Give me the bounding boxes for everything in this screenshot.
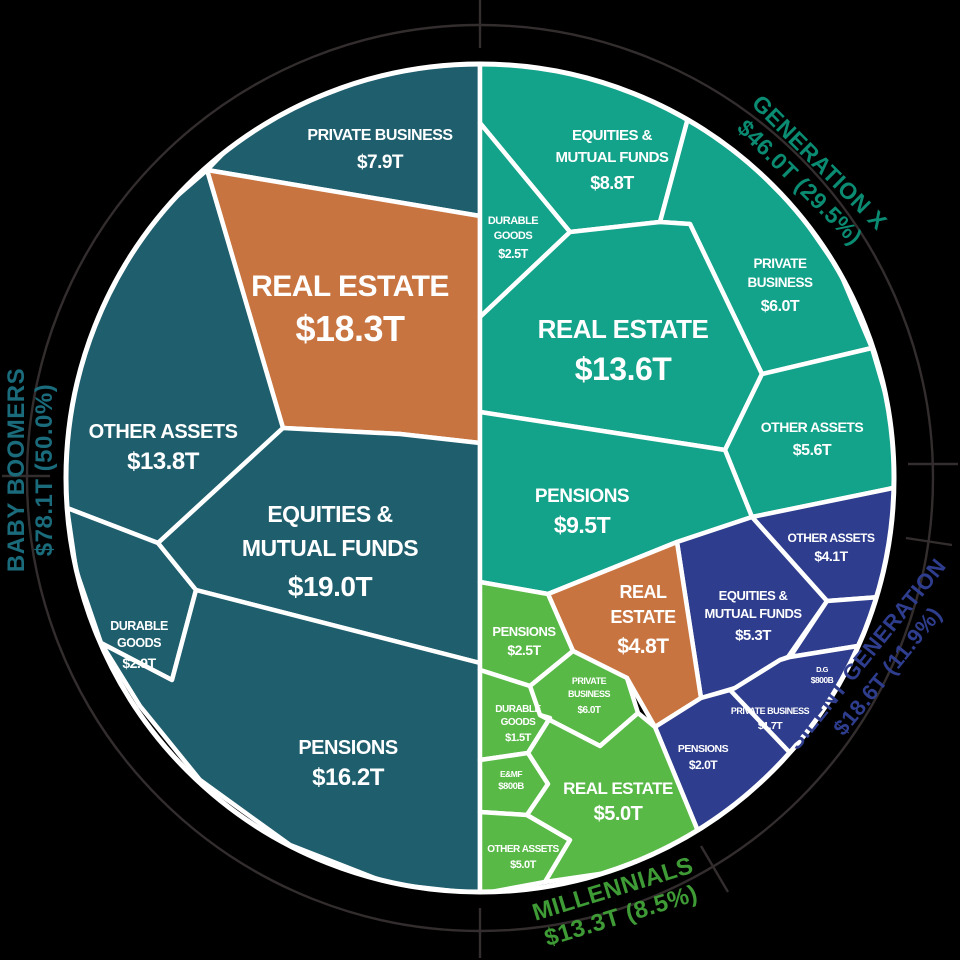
- label-millennials-private-business: PRIVATE BUSINESS $6.0T: [568, 676, 611, 716]
- label-baby-boomers-private-business: PRIVATE BUSINESS $7.9T: [307, 127, 453, 173]
- label-baby-boomers-durable-goods: DURABLE GOODS $2.9T: [110, 619, 168, 671]
- label-generation-x-pensions: PENSIONS $9.5T: [535, 486, 629, 538]
- label-silent-generation-other-assets: OTHER ASSETS $4.1T: [788, 531, 875, 564]
- label-baby-boomers-other-assets: OTHER ASSETS $13.8T: [89, 421, 238, 475]
- label-millennials-durable-goods: DURABLE GOODS $1.5T: [495, 704, 541, 744]
- label-baby-boomers-pensions: PENSIONS $16.2T: [298, 737, 398, 791]
- svg-text:BABY BOOMERS$78.1T (50.0%): BABY BOOMERS$78.1T (50.0%): [3, 368, 58, 572]
- label-silent-generation-durable-goods: D.G $800B: [811, 665, 834, 685]
- label-millennials-real-estate: REAL ESTATE $5.0T: [563, 779, 673, 825]
- dial-tick-genx-silent: [905, 536, 953, 547]
- generation-label-baby-boomers: BABY BOOMERS$78.1T (50.0%): [3, 368, 58, 572]
- label-silent-generation-private-business: PRIVATE BUSINESS $1.7T: [731, 706, 810, 732]
- label-millennials-other-assets: OTHER ASSETS $5.0T: [487, 844, 559, 871]
- label-silent-generation-pensions: PENSIONS $2.0T: [678, 743, 729, 772]
- label-silent-generation-real-estate: REAL ESTATE $4.8T: [610, 582, 676, 658]
- label-generation-x-other-assets: OTHER ASSETS $5.6T: [761, 419, 864, 459]
- label-generation-x-real-estate: REAL ESTATE $13.6T: [538, 314, 709, 387]
- circle-rim: [63, 61, 897, 895]
- label-millennials-pensions: PENSIONS $2.5T: [492, 624, 556, 658]
- label-generation-x-equities-mutual-funds: EQUITIES & MUTUAL FUNDS $8.8T: [556, 127, 669, 193]
- label-baby-boomers-equities-mutual-funds: EQUITIES & MUTUAL FUNDS $19.0T: [242, 501, 418, 602]
- label-generation-x-durable-goods: DURABLE GOODS $2.5T: [488, 215, 538, 261]
- label-baby-boomers-real-estate: REAL ESTATE $18.3T: [251, 270, 449, 349]
- label-silent-generation-equities-mutual-funds: EQUITIES & MUTUAL FUNDS $5.3T: [704, 588, 802, 644]
- label-millennials-equities-mutual-funds: E&MF $800B: [498, 769, 524, 792]
- cell-millennials-real-estate: [524, 710, 703, 885]
- label-generation-x-private-business: PRIVATE BUSINESS $6.0T: [747, 256, 813, 315]
- dial-tick-silent-millennials: [699, 845, 730, 893]
